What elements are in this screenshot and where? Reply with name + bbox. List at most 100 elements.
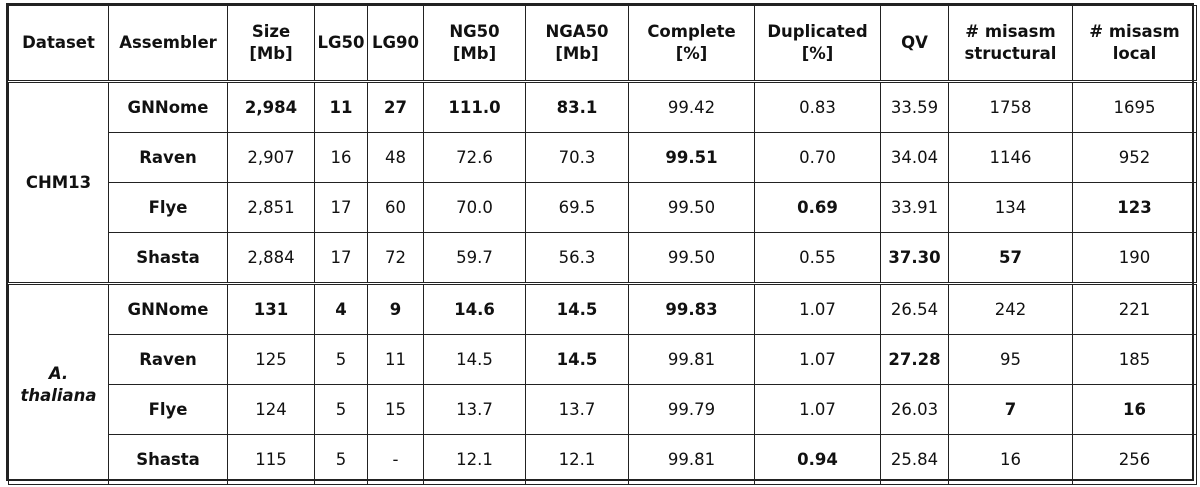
value-cell: 2,851 <box>227 182 315 233</box>
value-cell: 70.0 <box>423 182 526 233</box>
assembler-cell: Shasta <box>108 232 228 284</box>
value-cell: 0.83 <box>754 81 881 133</box>
assembler-cell: Raven <box>108 334 228 385</box>
value-cell: 48 <box>367 132 424 183</box>
value-cell: 7 <box>948 384 1073 435</box>
table-row: A. thaliana GNNome 131 4 9 14.6 14.5 99.83 1.07 26… <box>8 282 1197 485</box>
header-misasm-structural: # misasm structural <box>948 5 1073 83</box>
value-cell: 15 <box>367 384 424 435</box>
value-cell: 0.94 <box>754 434 881 485</box>
value-cell: 72 <box>367 232 424 284</box>
value-cell: 99.42 <box>628 81 755 133</box>
value-cell: 115 <box>227 434 315 485</box>
value-cell: 221 <box>1072 282 1197 335</box>
value-cell: 2,884 <box>227 232 315 284</box>
value-cell: 11 <box>314 81 368 133</box>
value-cell: 70.3 <box>525 132 629 183</box>
value-cell: 99.81 <box>628 434 755 485</box>
value-cell: 1695 <box>1072 81 1197 133</box>
header-size: Size [Mb] <box>227 5 315 83</box>
value-cell: 14.5 <box>525 334 629 385</box>
value-cell: 0.69 <box>754 182 881 233</box>
assembly-results-table: Dataset Assembler Size [Mb] LG50 LG90 NG5… <box>8 5 1197 485</box>
value-cell: 952 <box>1072 132 1197 183</box>
table-row: Raven 125 5 11 14.5 14.5 99.81 1.07 27.28 95 185 <box>9 334 1197 385</box>
value-cell: 27.28 <box>880 334 949 385</box>
value-cell: 17 <box>314 182 368 233</box>
value-cell: 0.55 <box>754 232 881 284</box>
value-cell: 99.51 <box>628 132 755 183</box>
value-cell: 99.79 <box>628 384 755 435</box>
value-cell: 2,907 <box>227 132 315 183</box>
value-cell: 69.5 <box>525 182 629 233</box>
dataset-cell: CHM13 <box>8 81 109 284</box>
results-table-frame: Dataset Assembler Size [Mb] LG50 LG90 NG5… <box>6 3 1197 485</box>
value-cell: 60 <box>367 182 424 233</box>
value-cell: 16 <box>1072 384 1197 435</box>
header-nga50: NGA50 [Mb] <box>525 5 629 83</box>
header-assembler: Assembler <box>108 5 228 83</box>
value-cell: 4 <box>314 282 368 335</box>
value-cell: 17 <box>314 232 368 284</box>
assembler-cell: Flye <box>108 182 228 233</box>
value-cell: 124 <box>227 384 315 435</box>
dataset-cell: A. thaliana <box>8 282 109 485</box>
value-cell: 190 <box>1072 232 1197 284</box>
table-row: Shasta 2,884 17 72 59.7 56.3 99.50 0.55 37.30 57 1… <box>9 232 1197 284</box>
value-cell: 57 <box>948 232 1073 284</box>
value-cell: 99.83 <box>628 282 755 335</box>
value-cell: 11 <box>367 334 424 385</box>
value-cell: 16 <box>948 434 1073 485</box>
value-cell: 95 <box>948 334 1073 385</box>
value-cell: 34.04 <box>880 132 949 183</box>
value-cell: 1146 <box>948 132 1073 183</box>
value-cell: 242 <box>948 282 1073 335</box>
value-cell: 5 <box>314 334 368 385</box>
header-complete: Complete [%] <box>628 5 755 83</box>
value-cell: 1.07 <box>754 334 881 385</box>
value-cell: 111.0 <box>423 81 526 133</box>
value-cell: 33.59 <box>880 81 949 133</box>
dataset-label-line1: A. <box>48 363 69 383</box>
value-cell: 27 <box>367 81 424 133</box>
value-cell: 0.70 <box>754 132 881 183</box>
value-cell: 26.03 <box>880 384 949 435</box>
value-cell: 14.6 <box>423 282 526 335</box>
value-cell: - <box>367 434 424 485</box>
value-cell: 12.1 <box>423 434 526 485</box>
value-cell: 185 <box>1072 334 1197 385</box>
value-cell: 1.07 <box>754 384 881 435</box>
header-lg90: LG90 <box>367 5 424 83</box>
header-qv: QV <box>880 5 949 83</box>
table-row: Shasta 115 5-12.1 12.1 99.81 0.94 25.84 16 256 <box>9 434 1197 485</box>
table-header: Dataset Assembler Size [Mb] LG50 LG90 NG5… <box>8 5 1197 83</box>
value-cell: 56.3 <box>525 232 629 284</box>
value-cell: 25.84 <box>880 434 949 485</box>
value-cell: 72.6 <box>423 132 526 183</box>
value-cell: 13.7 <box>525 384 629 435</box>
value-cell: 125 <box>227 334 315 385</box>
value-cell: 37.30 <box>880 232 949 284</box>
value-cell: 26.54 <box>880 282 949 335</box>
value-cell: 12.1 <box>525 434 629 485</box>
value-cell: 5 <box>314 384 368 435</box>
value-cell: 256 <box>1072 434 1197 485</box>
table-row: CHM13 GNNome 2,984 11 27 111.0 83.1 99.42 0.83 33… <box>8 81 1197 284</box>
table-row: Raven 2,907 16 48 72.6 70.3 99.51 0.70 34.04 1146… <box>9 132 1197 183</box>
assembler-cell: GNNome <box>108 81 228 133</box>
value-cell: 14.5 <box>423 334 526 385</box>
assembler-cell: Flye <box>108 384 228 435</box>
header-duplicated: Duplicated [%] <box>754 5 881 83</box>
value-cell: 59.7 <box>423 232 526 284</box>
header-ng50: NG50 [Mb] <box>423 5 526 83</box>
table-row: Flye 2,851 17 60 70.0 69.5 99.50 0.69 33.91 134 12… <box>9 182 1197 233</box>
header-dataset: Dataset <box>8 5 109 83</box>
value-cell: 2,984 <box>227 81 315 133</box>
header-row: Dataset Assembler Size [Mb] LG50 LG90 NG5… <box>8 5 1197 83</box>
value-cell: 99.50 <box>628 232 755 284</box>
header-misasm-local: # misasm local <box>1072 5 1197 83</box>
value-cell: 83.1 <box>525 81 629 133</box>
assembler-cell: Shasta <box>108 434 228 485</box>
value-cell: 131 <box>227 282 315 335</box>
value-cell: 16 <box>314 132 368 183</box>
